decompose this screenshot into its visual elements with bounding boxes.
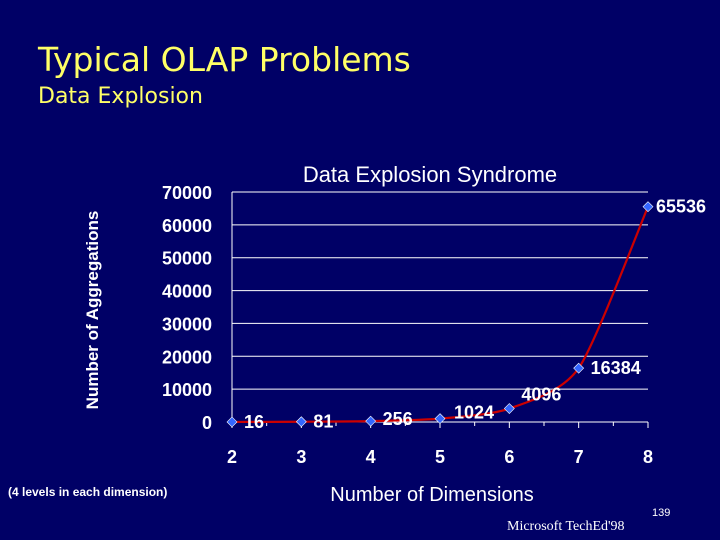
data-label: 1024	[454, 403, 494, 423]
data-point	[434, 413, 446, 425]
footnote: (4 levels in each dimension)	[8, 485, 168, 499]
x-tick-label: 2	[227, 447, 237, 467]
y-tick-label: 40000	[162, 282, 212, 302]
data-point	[573, 362, 585, 374]
data-point	[503, 403, 515, 414]
footer-brand: Microsoft TechEd'98	[507, 519, 625, 534]
y-tick-label: 30000	[162, 314, 212, 334]
y-tick-label: 70000	[162, 183, 212, 203]
data-label: 256	[383, 409, 413, 429]
series-path	[231, 206, 650, 424]
slide-title: Typical OLAP Problems	[38, 40, 411, 79]
data-label: 65536	[656, 197, 706, 217]
data-label: 16	[244, 412, 264, 432]
x-tick-label: 3	[296, 447, 306, 467]
data-label: 4096	[521, 385, 561, 405]
gridlines	[232, 191, 648, 390]
y-axis-label: Number of Aggregations	[83, 211, 102, 410]
y-tick-label: 0	[202, 413, 212, 433]
data-point	[226, 416, 238, 428]
x-tick-label: 6	[504, 447, 514, 467]
x-tick-label: 5	[435, 447, 445, 467]
y-tick-label: 60000	[162, 216, 212, 236]
x-tick-label: 4	[366, 447, 376, 467]
data-labels: 16 81 256 1024 4096 16384 65536	[244, 197, 706, 432]
page-number: 139	[652, 507, 671, 519]
x-axis-label: Number of Dimensions	[330, 484, 533, 506]
data-label: 16384	[591, 358, 641, 378]
x-tick-label: 7	[574, 447, 584, 467]
x-tick-label: 8	[643, 447, 653, 467]
data-point	[642, 201, 654, 213]
data-point	[365, 415, 377, 427]
y-tick-label: 20000	[162, 347, 212, 367]
y-tick-label: 10000	[162, 380, 212, 400]
data-point	[295, 416, 307, 428]
data-label: 81	[313, 412, 333, 432]
series-line	[226, 201, 654, 428]
chart-title: Data Explosion Syndrome	[303, 162, 557, 187]
slide-subtitle: Data Explosion	[38, 84, 203, 109]
y-tick-label: 50000	[162, 249, 212, 269]
